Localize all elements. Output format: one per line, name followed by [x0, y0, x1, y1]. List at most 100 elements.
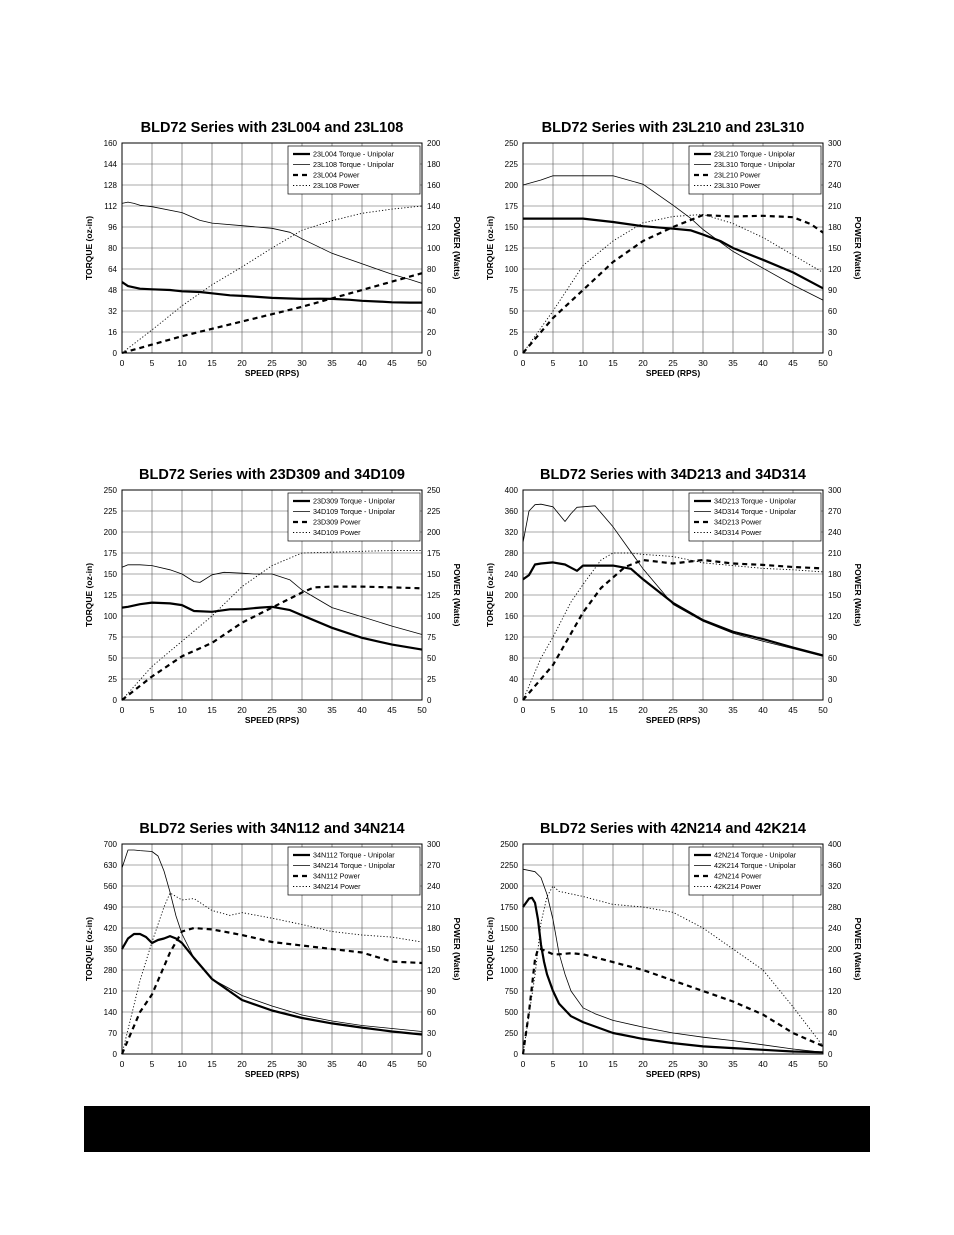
legend-entry: 23L108 Torque - Unipolar	[313, 160, 395, 169]
chart-panel-6: BLD72 Series with 42N214 and 42K214 0 5 10 1…	[485, 814, 885, 1144]
chart-title: BLD72 Series with 23L210 and 23L310	[542, 120, 805, 136]
chart-panel-2: BLD72 Series with 23L210 and 23L310 0 5 10 1…	[485, 113, 885, 443]
x-tick-label: 25	[668, 1059, 678, 1069]
y2-tick-label: 120	[427, 966, 441, 975]
legend-entry: 34D213 Torque - Unipolar	[714, 497, 797, 506]
series-line-3	[521, 947, 824, 1055]
y2-tick-label: 200	[427, 139, 441, 148]
legend-entry: 34D314 Torque - Unipolar	[714, 507, 797, 516]
x-tick-label: 30	[297, 1059, 307, 1069]
x-tick-label: 10	[578, 705, 588, 715]
y2-tick-label: 60	[828, 307, 837, 316]
y2-tick-label: 270	[828, 160, 842, 169]
x-axis-label: SPEED (RPS)	[646, 1069, 700, 1079]
x-tick-label: 50	[417, 358, 427, 368]
footer-bar	[84, 1106, 870, 1152]
x-tick-label: 15	[608, 358, 618, 368]
x-tick-label: 35	[728, 1059, 738, 1069]
x-axis-label: SPEED (RPS)	[245, 368, 299, 378]
series-line-2	[522, 868, 824, 1053]
y-tick-label: 25	[509, 328, 518, 337]
y-axis-label: TORQUE (oz-in)	[84, 563, 94, 627]
series-line-4	[121, 550, 422, 701]
y-tick-label: 160	[505, 612, 519, 621]
chart-title: BLD72 Series with 34D213 and 34D314	[540, 467, 806, 483]
y-tick-label: 80	[509, 654, 518, 663]
x-tick-label: 20	[638, 705, 648, 715]
y2-tick-label: 320	[828, 882, 842, 891]
series-line-4	[522, 885, 824, 1055]
y2-tick-label: 240	[828, 181, 842, 190]
legend-box	[287, 145, 421, 195]
x-tick-label: 20	[237, 1059, 247, 1069]
y-tick-label: 200	[104, 528, 118, 537]
series-line-1	[522, 896, 824, 1054]
x-tick-label: 5	[150, 358, 155, 368]
series-line-1	[121, 601, 423, 651]
y2-axis-label: POWER (Watts)	[452, 217, 462, 280]
y2-tick-label: 90	[828, 633, 837, 642]
plot-frame	[522, 843, 824, 1055]
y2-tick-label: 240	[828, 924, 842, 933]
y2-tick-label: 80	[828, 1008, 837, 1017]
x-tick-label: 5	[150, 1059, 155, 1069]
legend-entry: 34N214 Torque - Unipolar	[313, 861, 396, 870]
legend-entry: 23L004 Torque - Unipolar	[313, 150, 395, 159]
y-tick-label: 560	[104, 882, 118, 891]
y-axis-label: TORQUE (oz-in)	[485, 917, 495, 981]
y-tick-label: 0	[113, 1050, 118, 1059]
chart-title: BLD72 Series with 23D309 and 34D109	[139, 467, 405, 483]
y2-tick-label: 0	[427, 349, 432, 358]
y-tick-label: 200	[505, 181, 519, 190]
series-line-2	[121, 201, 423, 284]
y2-tick-label: 160	[427, 181, 441, 190]
y-tick-label: 32	[108, 307, 117, 316]
x-tick-label: 0	[120, 705, 125, 715]
y2-tick-label: 300	[427, 840, 441, 849]
x-tick-label: 20	[237, 705, 247, 715]
y2-tick-label: 0	[828, 696, 833, 705]
y2-tick-label: 0	[427, 696, 432, 705]
y2-tick-label: 75	[427, 633, 436, 642]
y-tick-label: 64	[108, 265, 117, 274]
x-tick-label: 30	[297, 358, 307, 368]
x-tick-label: 35	[728, 705, 738, 715]
x-tick-label: 35	[327, 1059, 337, 1069]
y-tick-label: 250	[505, 1029, 519, 1038]
y-tick-label: 80	[108, 244, 117, 253]
legend-entry: 42N214 Torque - Unipolar	[714, 851, 797, 860]
chart-svg: BLD72 Series with 34D213 and 34D314 0 5 10 1…	[485, 467, 863, 725]
y-tick-label: 630	[104, 861, 118, 870]
x-tick-label: 45	[387, 1059, 397, 1069]
plot-frame	[522, 489, 824, 701]
y-tick-label: 125	[104, 591, 118, 600]
y-tick-label: 750	[505, 987, 519, 996]
x-tick-label: 50	[818, 358, 828, 368]
y-tick-label: 200	[505, 591, 519, 600]
x-tick-label: 45	[387, 358, 397, 368]
x-tick-label: 30	[698, 705, 708, 715]
x-tick-label: 5	[551, 705, 556, 715]
x-tick-label: 15	[207, 358, 217, 368]
x-tick-label: 10	[177, 1059, 187, 1069]
chart-svg: BLD72 Series with 23L004 and 23L108 0 5 10 1…	[84, 120, 462, 378]
y-tick-label: 360	[505, 507, 519, 516]
x-tick-label: 40	[357, 358, 367, 368]
x-tick-label: 35	[327, 358, 337, 368]
chart-svg: BLD72 Series with 42N214 and 42K214 0 5 10 1…	[485, 821, 863, 1079]
x-tick-label: 45	[788, 705, 798, 715]
x-tick-label: 50	[818, 1059, 828, 1069]
series-line-3	[522, 558, 824, 701]
x-tick-label: 5	[150, 705, 155, 715]
y-tick-label: 75	[108, 633, 117, 642]
legend-entry: 23L310 Power	[714, 181, 761, 190]
y2-tick-label: 40	[828, 1029, 837, 1038]
y2-tick-label: 180	[828, 223, 842, 232]
y-tick-label: 144	[104, 160, 118, 169]
y-tick-label: 175	[104, 549, 118, 558]
x-tick-label: 50	[818, 705, 828, 715]
y-tick-label: 100	[104, 612, 118, 621]
